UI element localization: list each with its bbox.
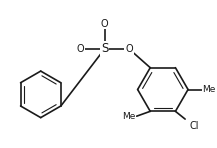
Text: Me: Me (203, 85, 216, 94)
Text: S: S (101, 42, 108, 55)
Text: O: O (77, 44, 84, 54)
Text: Cl: Cl (189, 121, 199, 131)
Text: O: O (125, 44, 133, 54)
Text: Me: Me (122, 112, 136, 121)
Text: O: O (101, 19, 108, 29)
